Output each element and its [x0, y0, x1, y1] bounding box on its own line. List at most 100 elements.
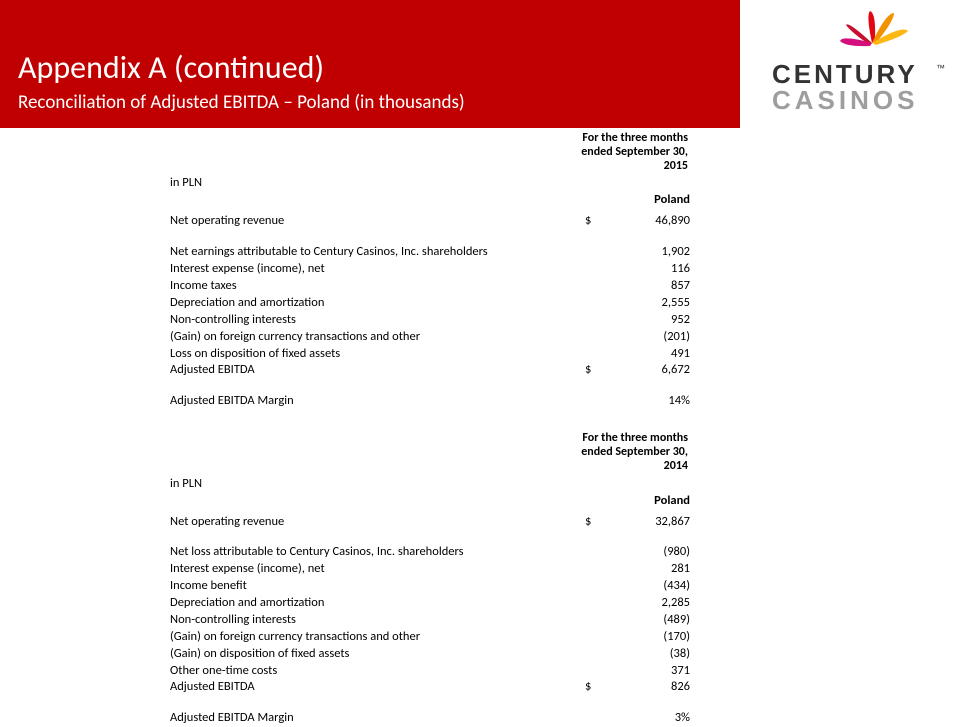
row-label: Depreciation and amortization [170, 595, 585, 612]
table-row: Adjusted EBITDA$6,672 [170, 362, 690, 379]
table-row [170, 379, 690, 393]
table-row: Adjusted EBITDA Margin 14% [170, 393, 690, 410]
table-2015: Net operating revenue$46,890Net earnings… [170, 213, 690, 410]
table-row: Other one-time costs371 [170, 663, 690, 680]
table-row: Adjusted EBITDA Margin 3% [170, 710, 690, 727]
row-label: (Gain) on foreign currency transactions … [170, 329, 585, 346]
row-currency [585, 629, 615, 646]
row-label: Loss on disposition of fixed assets [170, 346, 585, 363]
table-row: (Gain) on foreign currency transactions … [170, 329, 690, 346]
table-row: Interest expense (income), net 116 [170, 261, 690, 278]
table-row: Non-controlling interests (489) [170, 612, 690, 629]
row-value: 857 [615, 278, 690, 295]
row-value: 46,890 [615, 213, 690, 230]
row-currency: $ [585, 213, 615, 230]
row-value: 2,555 [615, 295, 690, 312]
table-row: Net operating revenue$46,890 [170, 213, 690, 230]
row-label: (Gain) on foreign currency transactions … [170, 629, 585, 646]
row-value: (201) [615, 329, 690, 346]
table-row: Net loss attributable to Century Casinos… [170, 544, 690, 561]
table-row: Net earnings attributable to Century Cas… [170, 244, 690, 261]
table-row: Income taxes 857 [170, 278, 690, 295]
row-value: 3% [615, 710, 690, 727]
century-casinos-logo-icon: CENTURY ™ CASINOS [750, 9, 950, 119]
row-label: Interest expense (income), net [170, 261, 585, 278]
period-header-2014: For the three months ended September 30,… [170, 432, 690, 473]
row-label: Adjusted EBITDA [170, 679, 585, 696]
table-row: (Gain) on disposition of fixed assets (38… [170, 646, 690, 663]
currency-label-2015: in PLN [170, 175, 690, 190]
row-label: Non-controlling interests [170, 312, 585, 329]
row-label: Adjusted EBITDA Margin [170, 710, 585, 727]
row-value: 281 [615, 561, 690, 578]
row-value: 826 [615, 679, 690, 696]
row-currency [585, 295, 615, 312]
row-currency: $ [585, 514, 615, 531]
row-label: Net loss attributable to Century Casinos… [170, 544, 585, 561]
row-value: (980) [615, 544, 690, 561]
row-label: Net operating revenue [170, 514, 585, 531]
table-row: (Gain) on foreign currency transactions … [170, 629, 690, 646]
row-label: Depreciation and amortization [170, 295, 585, 312]
row-label: Income benefit [170, 578, 585, 595]
row-currency [585, 710, 615, 727]
row-label: Net operating revenue [170, 213, 585, 230]
row-currency: $ [585, 362, 615, 379]
row-currency [585, 278, 615, 295]
page-subtitle: Reconciliation of Adjusted EBITDA – Pola… [18, 91, 740, 114]
row-value: 371 [615, 663, 690, 680]
row-label: (Gain) on disposition of fixed assets [170, 646, 585, 663]
row-currency [585, 612, 615, 629]
page-title: Appendix A (continued) [18, 50, 740, 87]
table-row: Depreciation and amortization 2,285 [170, 595, 690, 612]
row-value: 2,285 [615, 595, 690, 612]
table-row [170, 696, 690, 710]
row-value: (489) [615, 612, 690, 629]
table-row: Adjusted EBITDA$826 [170, 679, 690, 696]
row-label: Net earnings attributable to Century Cas… [170, 244, 585, 261]
row-value: 952 [615, 312, 690, 329]
row-label: Adjusted EBITDA Margin [170, 393, 585, 410]
row-currency [585, 663, 615, 680]
row-value: 6,672 [615, 362, 690, 379]
table-row: Income benefit (434) [170, 578, 690, 595]
row-value: (38) [615, 646, 690, 663]
column-head-2014: Poland [170, 493, 690, 508]
logo-text-casinos: CASINOS [772, 85, 918, 115]
section-2014: For the three months ended September 30,… [170, 432, 690, 727]
content-area: For the three months ended September 30,… [170, 132, 690, 727]
row-currency [585, 595, 615, 612]
row-currency [585, 244, 615, 261]
row-currency [585, 393, 615, 410]
row-currency [585, 312, 615, 329]
row-currency [585, 544, 615, 561]
currency-label-2014: in PLN [170, 476, 690, 491]
row-value: (434) [615, 578, 690, 595]
row-value: 491 [615, 346, 690, 363]
row-value: 116 [615, 261, 690, 278]
row-currency [585, 346, 615, 363]
table-row [170, 230, 690, 244]
row-label: Adjusted EBITDA [170, 362, 585, 379]
header-bar: Appendix A (continued) Reconciliation of… [0, 0, 740, 128]
row-currency: $ [585, 679, 615, 696]
row-value: 32,867 [615, 514, 690, 531]
row-currency [585, 646, 615, 663]
row-label: Interest expense (income), net [170, 561, 585, 578]
row-label: Income taxes [170, 278, 585, 295]
table-row [170, 530, 690, 544]
row-currency [585, 329, 615, 346]
table-2014: Net operating revenue$32,867Net loss att… [170, 514, 690, 727]
row-value: 14% [615, 393, 690, 410]
table-row: Non-controlling interests 952 [170, 312, 690, 329]
period-header-2015: For the three months ended September 30,… [170, 132, 690, 173]
row-value: (170) [615, 629, 690, 646]
row-label: Non-controlling interests [170, 612, 585, 629]
table-row: Net operating revenue$32,867 [170, 514, 690, 531]
row-currency [585, 261, 615, 278]
logo: CENTURY ™ CASINOS [740, 0, 960, 128]
row-currency [585, 578, 615, 595]
section-2015: For the three months ended September 30,… [170, 132, 690, 410]
table-row: Depreciation and amortization 2,555 [170, 295, 690, 312]
table-row: Loss on disposition of fixed assets 491 [170, 346, 690, 363]
